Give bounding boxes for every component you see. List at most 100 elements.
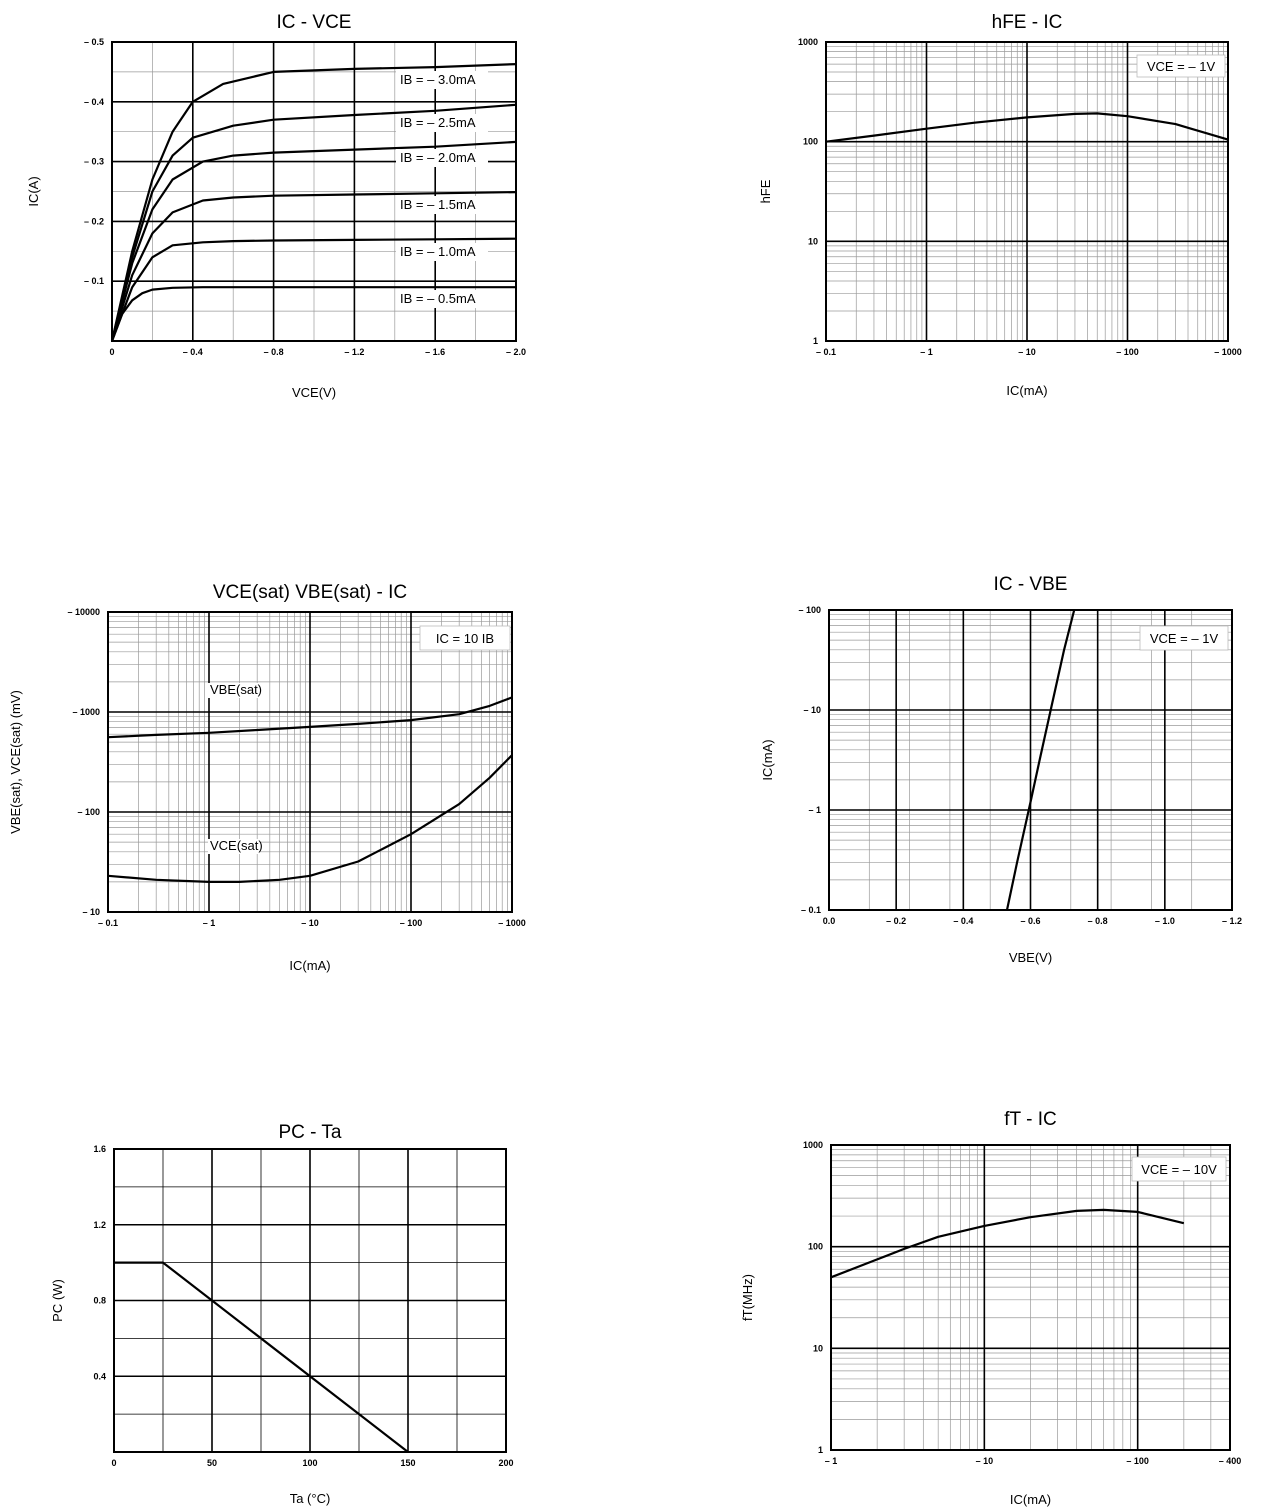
y-tick-label: 10 <box>813 1343 823 1353</box>
series-label-bg <box>208 839 260 854</box>
annotation-text: IC = 10 IB <box>436 631 494 646</box>
plot-frame <box>825 41 1229 342</box>
series-label: IB = – 3.0mA <box>400 72 476 87</box>
y-tick-label: – 1 <box>808 805 821 815</box>
y-tick-label: – 0.2 <box>84 216 104 226</box>
chart-title: fT - IC <box>1004 1109 1056 1130</box>
chart-title: IC - VBE <box>994 574 1068 595</box>
chart-ic-vbe: 0.0 – 0.2 – 0.4 – 0.6 – 0.8 – 1.0 – 1.2 – 0.1 – … <box>760 574 1242 965</box>
series-line <box>114 1261 409 1453</box>
x-tick-label: – 1000 <box>1214 347 1242 357</box>
series-line <box>110 63 517 342</box>
y-tick-label: 10 <box>808 236 818 246</box>
x-tick-label: – 1.6 <box>425 347 445 357</box>
annotation-box <box>1139 625 1229 651</box>
chart-title: PC - Ta <box>278 1122 341 1143</box>
x-tick-label: – 100 <box>400 918 423 928</box>
series-label-bg <box>208 683 260 698</box>
x-tick-label: – 0.8 <box>1088 916 1108 926</box>
grid <box>825 41 1229 342</box>
plot-frame <box>830 1144 1231 1451</box>
x-tick-label: 50 <box>207 1458 217 1468</box>
y-axis-label: VBE(sat), VCE(sat) (mV) <box>8 690 23 834</box>
series-line <box>110 286 516 342</box>
series-label: VCE(sat) <box>210 838 263 853</box>
y-axis-label: IC(mA) <box>760 739 775 780</box>
y-tick-label: – 0.5 <box>84 37 104 47</box>
series-label-bg <box>396 71 488 89</box>
y-axis-label: fT(MHz) <box>740 1274 755 1321</box>
x-tick-label: – 1000 <box>498 918 526 928</box>
grid <box>828 609 1233 911</box>
series-label-bg <box>396 243 488 261</box>
x-tick-label: – 1.2 <box>1222 916 1242 926</box>
x-tick-label: – 10 <box>1018 347 1036 357</box>
chart-title: hFE - IC <box>992 12 1063 33</box>
chart-hfe-ic: – 0.1 – 1 – 10 – 100 – 1000 1 10 100 1000 VCE = –… <box>758 12 1242 398</box>
y-tick-label: 1 <box>813 336 818 346</box>
x-tick-label: – 0.1 <box>816 347 836 357</box>
y-tick-label: 1.6 <box>93 1144 106 1154</box>
y-tick-label: – 10 <box>82 907 100 917</box>
chart-ic-vce: 0 – 0.4 – 0.8 – 1.2 – 1.6 – 2.0 – 0.1 – 0.2 – 0.… <box>26 12 526 400</box>
annotation-text: VCE = – 1V <box>1150 631 1219 646</box>
grid <box>113 1148 507 1452</box>
x-axis-label: IC(mA) <box>289 958 330 973</box>
x-tick-label: – 10 <box>976 1456 994 1466</box>
chart-vsat-ic: – 0.1 – 1 – 10 – 100 – 1000 – 10 – 100 – 1000 – … <box>8 582 526 973</box>
series-label: IB = – 1.0mA <box>400 244 476 259</box>
series-label-bg <box>396 290 488 308</box>
chart-pc-ta: 0 50 100 150 200 0.4 0.8 1.2 1.6 PC - Ta Ta (°C) PC… <box>50 1122 514 1506</box>
chart-ft-ic: – 1 – 10 – 100 – 400 1 10 100 1000 VCE = – 10V fT… <box>740 1109 1241 1507</box>
series-line <box>825 112 1229 143</box>
y-axis-label: hFE <box>758 179 773 203</box>
series-label: IB = – 2.0mA <box>400 150 476 165</box>
plot-frame <box>113 1148 507 1453</box>
x-tick-label: 100 <box>302 1458 317 1468</box>
y-tick-label: 100 <box>803 137 818 147</box>
series-label: VBE(sat) <box>210 682 262 697</box>
x-tick-label: – 0.1 <box>98 918 118 928</box>
y-tick-label: 1.2 <box>93 1220 106 1230</box>
series-line <box>107 696 513 739</box>
x-axis-label: Ta (°C) <box>290 1491 331 1506</box>
annotation-box <box>419 625 511 651</box>
series-label: IB = – 1.5mA <box>400 197 476 212</box>
x-tick-label: – 1.2 <box>344 347 364 357</box>
series-label-bg <box>396 149 488 167</box>
y-tick-label: – 10 <box>803 705 821 715</box>
series-line <box>110 237 517 342</box>
chart-title: IC - VCE <box>277 12 352 33</box>
x-tick-label: – 0.6 <box>1020 916 1040 926</box>
x-tick-label: – 100 <box>1116 347 1139 357</box>
y-tick-label: – 1000 <box>72 707 100 717</box>
y-tick-label: 0.4 <box>93 1371 106 1381</box>
x-tick-label: 0 <box>109 347 114 357</box>
series-line <box>107 754 513 884</box>
grid <box>830 1144 1231 1451</box>
y-tick-label: – 100 <box>798 605 821 615</box>
series-line <box>110 103 517 342</box>
series-label: IB = – 2.5mA <box>400 115 476 130</box>
x-tick-label: – 1.0 <box>1155 916 1175 926</box>
x-tick-label: – 0.2 <box>886 916 906 926</box>
annotation-box <box>1131 1156 1227 1182</box>
grid <box>107 611 513 913</box>
series-line <box>110 191 517 342</box>
plot-frame <box>111 41 517 342</box>
chart-title: VCE(sat) VBE(sat) - IC <box>213 582 407 603</box>
y-tick-label: 1000 <box>803 1140 823 1150</box>
x-axis-label: IC(mA) <box>1010 1492 1051 1507</box>
x-tick-label: – 1 <box>920 347 933 357</box>
y-axis-label: PC (W) <box>50 1279 65 1322</box>
y-tick-label: – 10000 <box>67 607 100 617</box>
x-tick-label: – 1 <box>203 918 216 928</box>
y-tick-label: 1 <box>818 1445 823 1455</box>
x-tick-label: – 2.0 <box>506 347 526 357</box>
plot-frame <box>828 609 1233 911</box>
y-axis-label: IC(A) <box>26 176 41 206</box>
y-tick-label: – 0.1 <box>84 276 104 286</box>
x-tick-label: – 10 <box>301 918 319 928</box>
x-tick-label: – 100 <box>1126 1456 1149 1466</box>
x-axis-label: VBE(V) <box>1009 950 1052 965</box>
